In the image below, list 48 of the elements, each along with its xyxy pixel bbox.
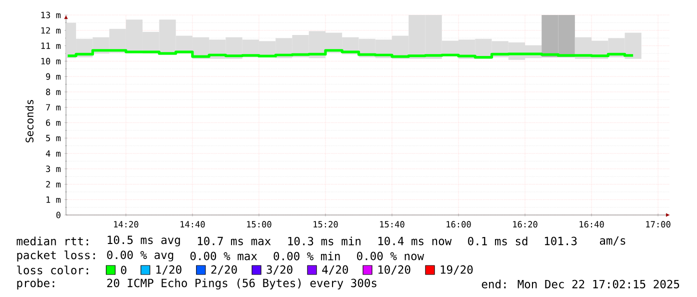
x-tick-label: 14:20 xyxy=(114,221,138,228)
y-tick-label: 1 m xyxy=(46,196,61,203)
text: 4/20 xyxy=(322,265,348,275)
text: loss color: xyxy=(17,266,88,274)
text: 2/20 xyxy=(211,265,237,275)
y-tick-label: 6 m xyxy=(46,119,61,126)
y-tick-label: 11 m xyxy=(41,42,61,49)
text: am/s xyxy=(600,236,626,246)
text: 0.00 % now xyxy=(357,252,424,260)
text: 10.3 ms min xyxy=(288,236,360,246)
text: 0 xyxy=(121,266,126,274)
text: packet loss: xyxy=(17,250,95,262)
text: 19/20 xyxy=(440,265,473,275)
y-tick-label: 5 m xyxy=(46,134,61,142)
y-tick-label: 7 m xyxy=(46,104,61,110)
text: 0.00 % avg xyxy=(107,250,174,262)
text: probe: xyxy=(17,278,54,290)
y-tick-label: 0 xyxy=(56,212,60,218)
text: 20 ICMP Echo Pings (56 Bytes) every 300s xyxy=(107,278,376,290)
y-tick-label: 8 m xyxy=(46,88,61,96)
text: 10.4 ms now xyxy=(378,236,452,246)
text: end: Mon Dec 22 17:02:15 2025 xyxy=(482,280,680,288)
y-tick-label: 4 m xyxy=(46,150,61,157)
x-tick-label: 15:00 xyxy=(247,221,272,228)
text: median rtt: xyxy=(16,236,88,246)
x-tick-label: 16:40 xyxy=(580,221,604,228)
text: 3/20 xyxy=(266,265,292,275)
text: 0.00 % max xyxy=(190,252,258,260)
x-tick-label: 16:20 xyxy=(513,221,538,228)
y-tick-label: 10 m xyxy=(41,58,61,64)
text: 0.1 ms sd xyxy=(468,236,528,246)
y-tick-label: 3 m xyxy=(46,166,61,172)
text: 10/20 xyxy=(378,265,410,275)
y-tick-label: 12 m xyxy=(41,27,61,34)
text: 10.7 ms max xyxy=(198,236,271,246)
text: 0.00 % min xyxy=(274,252,340,260)
x-tick-label: 16:00 xyxy=(446,221,471,228)
x-tick-label: 17:00 xyxy=(646,221,670,228)
x-tick-label: 14:40 xyxy=(180,221,205,228)
x-tick-label: 15:40 xyxy=(380,221,404,228)
text: 101.3 xyxy=(544,236,577,246)
text: 1/20 xyxy=(156,265,182,275)
y-tick-label: 9 m xyxy=(46,73,61,80)
y-tick-label: 2 m xyxy=(46,181,61,188)
x-tick-label: 15:20 xyxy=(314,221,338,228)
text: 10.5 ms avg xyxy=(108,236,180,246)
y-tick-label: 13 m xyxy=(41,12,61,18)
y-axis-title: Seconds xyxy=(25,100,34,142)
